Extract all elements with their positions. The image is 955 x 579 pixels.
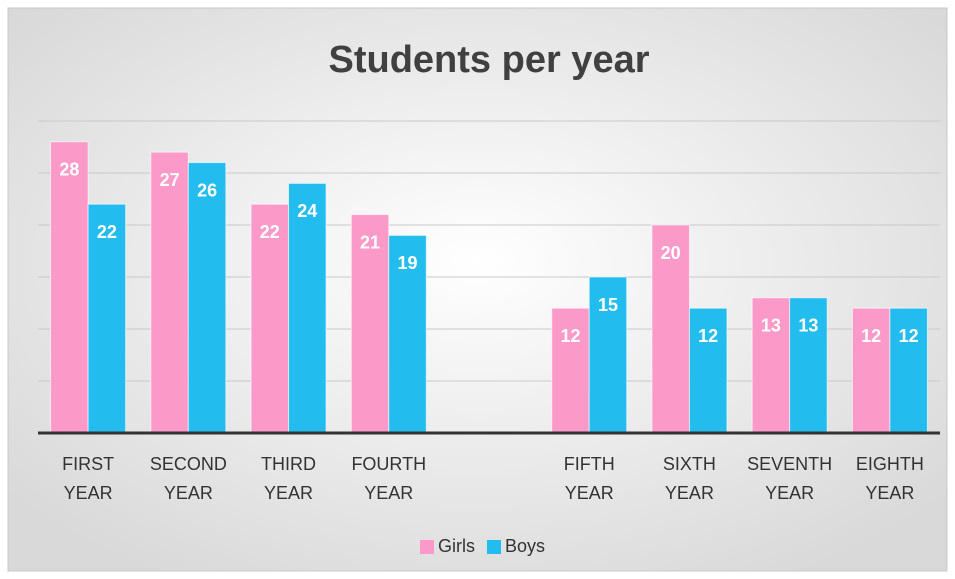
legend-label: Boys	[505, 536, 545, 556]
bar	[187, 162, 227, 434]
data-label: 12	[899, 326, 919, 346]
x-tick-label: FIRST YEAR	[62, 454, 114, 503]
bar	[651, 224, 690, 434]
x-tick-label: FOURTH YEAR	[351, 454, 426, 503]
data-label: 13	[798, 316, 818, 336]
data-label: 22	[260, 222, 280, 242]
data-label: 24	[297, 201, 317, 221]
bar	[889, 307, 928, 434]
bar	[150, 151, 189, 434]
data-label: 12	[698, 326, 718, 346]
data-label: 28	[59, 160, 79, 180]
bar	[250, 203, 290, 434]
bar	[288, 182, 327, 434]
x-tick-label: FIFTH YEAR	[564, 454, 615, 503]
x-tick-label: SEVENTH YEAR	[747, 454, 832, 503]
data-label: 21	[360, 232, 380, 252]
data-label: 19	[398, 253, 418, 273]
chart-title: Students per year	[329, 39, 650, 81]
bar	[588, 276, 628, 434]
legend-label: Girls	[438, 536, 475, 556]
bar	[350, 214, 390, 434]
bar	[388, 234, 427, 434]
x-tick-label: SECOND YEAR	[150, 454, 227, 503]
data-label: 13	[761, 316, 781, 336]
data-label: 12	[560, 326, 580, 346]
data-label: 22	[97, 222, 117, 242]
x-tick-label: SIXTH YEAR	[663, 454, 716, 503]
bar	[87, 203, 127, 434]
bar	[551, 307, 590, 434]
bar	[851, 307, 891, 434]
x-tick-label: EIGHTH YEAR	[856, 454, 924, 503]
legend-swatch	[487, 540, 501, 554]
data-label: 26	[197, 180, 217, 200]
data-label: 27	[160, 170, 180, 190]
data-label: 12	[861, 326, 881, 346]
bar	[50, 141, 89, 434]
bar	[751, 297, 791, 434]
data-label: 15	[598, 295, 618, 315]
data-label: 20	[661, 243, 681, 263]
x-tick-label: THIRD YEAR	[261, 454, 316, 503]
legend-swatch	[420, 540, 434, 554]
bar	[789, 297, 828, 434]
